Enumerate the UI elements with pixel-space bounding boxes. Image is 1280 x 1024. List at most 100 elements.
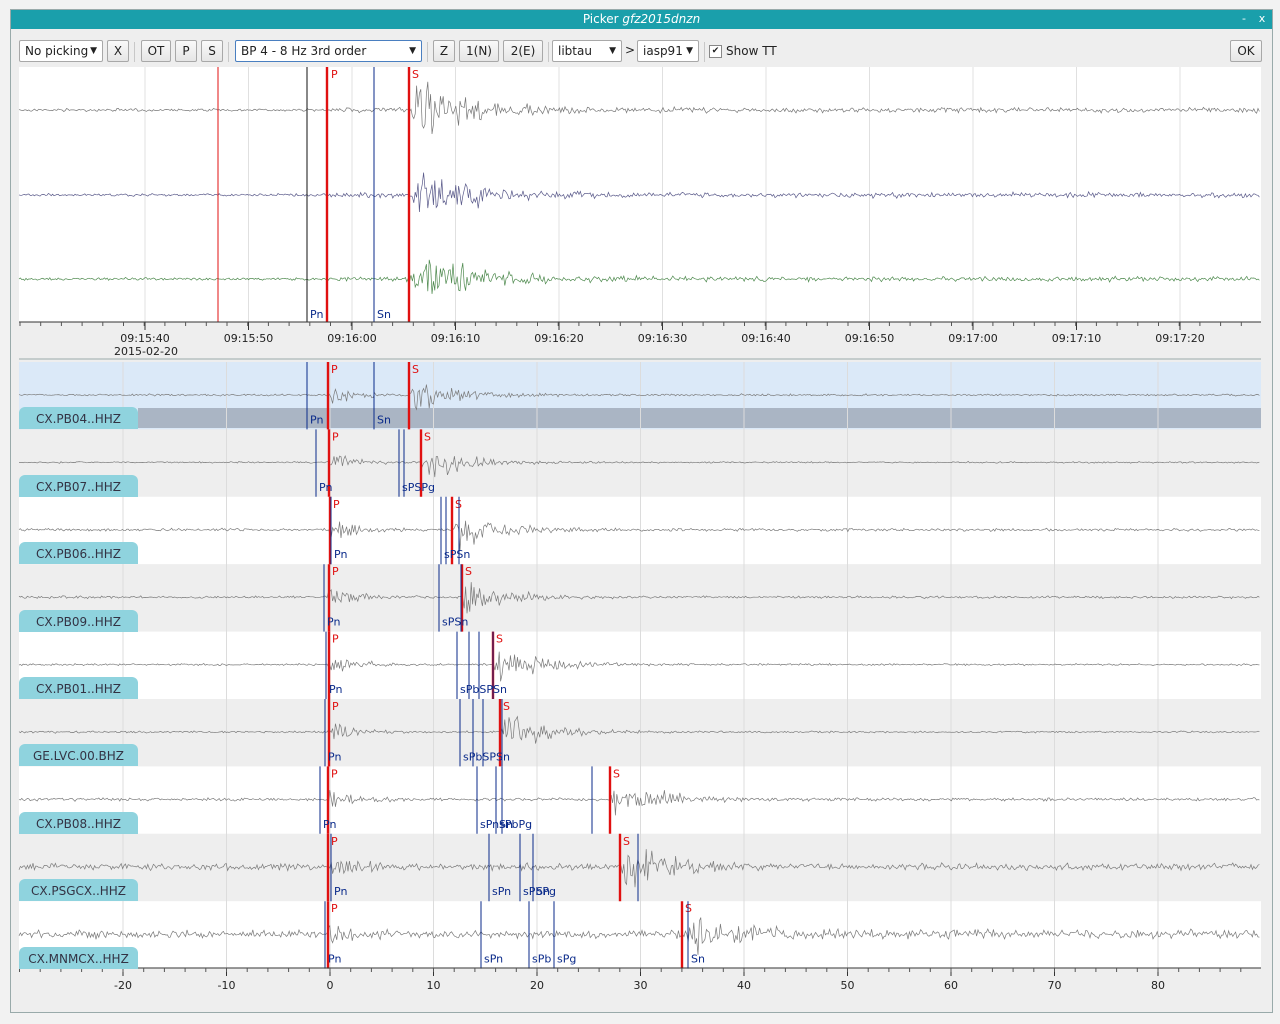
p-pick-label: P xyxy=(331,363,338,376)
station-label[interactable]: CX.PSGCX..HHZ xyxy=(19,879,138,902)
theory-label: Pn xyxy=(329,683,342,696)
theory-label: Pn xyxy=(328,953,341,966)
tt-model-select[interactable]: iasp91 ▼ xyxy=(637,40,699,62)
p-pick-label: P xyxy=(331,902,338,915)
tt-model-value: iasp91 xyxy=(643,44,683,58)
relative-time-label: -20 xyxy=(114,979,132,992)
separator xyxy=(704,42,705,62)
station-label[interactable]: GE.LVC.00.BHZ xyxy=(19,744,138,767)
minimize-button[interactable]: - xyxy=(1242,12,1246,25)
station-label[interactable]: CX.PB06..HHZ xyxy=(19,542,138,565)
separator xyxy=(427,42,428,62)
seismogram-trace xyxy=(18,520,1260,551)
separator-arrow: > xyxy=(625,43,636,57)
n-component-button[interactable]: 1(N) xyxy=(459,40,499,62)
station-label[interactable]: CX.PB08..HHZ xyxy=(19,811,138,834)
s-pick-label: S xyxy=(412,363,419,376)
p-pick-label: P xyxy=(332,633,339,646)
relative-time-label: 0 xyxy=(327,979,334,992)
theory-label: Pn xyxy=(334,885,347,898)
p-pick-label: P xyxy=(332,430,339,443)
s-pick-label: S xyxy=(424,430,431,443)
ot-button[interactable]: OT xyxy=(141,40,171,62)
picking-mode-select[interactable]: No picking ▼ xyxy=(19,40,103,62)
s-pick-label: S xyxy=(623,835,630,848)
time-tick-label: 09:16:10 xyxy=(431,332,480,345)
z-component-trace xyxy=(18,81,1260,135)
ok-button[interactable]: OK xyxy=(1230,40,1262,62)
zoom-trace-panel[interactable]: P SPn Sn 09:15:40 09:15:50 09:16:00 09:16:10 0… xyxy=(0,0,1280,360)
theory-label: sPbSPSn xyxy=(463,750,510,763)
relative-time-label: 50 xyxy=(841,979,855,992)
theory-label: sPn xyxy=(492,885,511,898)
theory-label: Pn xyxy=(319,481,332,494)
tt-model-type-select[interactable]: libtau ▼ xyxy=(552,40,622,62)
theory-label: sPSn xyxy=(444,548,470,561)
p-pick-label: P xyxy=(332,700,339,713)
dropdown-arrow-icon: ▼ xyxy=(686,46,693,56)
time-tick-label: 09:15:40 xyxy=(120,332,169,345)
separator xyxy=(228,42,229,62)
s-button[interactable]: S xyxy=(201,40,223,62)
seismogram-trace xyxy=(18,651,1260,682)
station-label[interactable]: CX.MNMCX..HHZ xyxy=(19,946,138,969)
time-tick-label: 09:16:50 xyxy=(845,332,894,345)
x-button[interactable]: X xyxy=(107,40,129,62)
theory-label: sPb xyxy=(532,953,551,966)
relative-time-label: 10 xyxy=(427,979,441,992)
pn-theory-label: Pn xyxy=(310,308,323,321)
relative-time-label: 40 xyxy=(737,979,751,992)
seismogram-trace xyxy=(18,849,1260,888)
show-tt-label: Show TT xyxy=(726,44,777,58)
station-label[interactable]: CX.PB01..HHZ xyxy=(19,677,138,699)
check-icon: ✔ xyxy=(711,46,720,56)
station-label[interactable]: CX.PB07..HHZ xyxy=(19,474,138,497)
theory-label: Sn xyxy=(499,818,513,831)
p-pick-label: P xyxy=(333,498,340,511)
p-pick-label: P xyxy=(331,68,338,81)
relative-time-label: 60 xyxy=(944,979,958,992)
theory-label: sPSPg xyxy=(402,481,435,494)
station-label[interactable]: CX.PB09..HHZ xyxy=(19,609,138,632)
time-tick-label: 09:16:20 xyxy=(534,332,583,345)
time-tick-label: 09:16:00 xyxy=(327,332,376,345)
close-button[interactable]: x xyxy=(1258,12,1266,25)
e-component-button[interactable]: 2(E) xyxy=(503,40,543,62)
time-tick-label: 09:16:40 xyxy=(741,332,790,345)
seismogram-trace xyxy=(18,582,1260,614)
theory-label: Sn xyxy=(536,885,550,898)
theory-label: Sn xyxy=(691,953,705,966)
theory-label: sPnsPbPg xyxy=(480,818,532,831)
relative-time-label: -10 xyxy=(218,979,236,992)
separator xyxy=(134,42,135,62)
relative-time-label: 20 xyxy=(530,979,544,992)
theory-label: Sn xyxy=(377,413,391,426)
z-component-button[interactable]: Z xyxy=(433,40,455,62)
separator xyxy=(548,42,549,62)
seismogram-trace xyxy=(18,790,1260,816)
p-button[interactable]: P xyxy=(175,40,197,62)
time-tick-label: 09:16:30 xyxy=(638,332,687,345)
n-component-trace xyxy=(18,172,1260,213)
relative-time-label: 80 xyxy=(1151,979,1165,992)
tt-model-type-value: libtau xyxy=(558,44,592,58)
time-tick-label: 09:17:20 xyxy=(1155,332,1204,345)
filter-select[interactable]: BP 4 - 8 Hz 3rd order ▼ xyxy=(235,40,422,62)
s-pick-label: S xyxy=(613,767,620,780)
theory-label: sPbSPSn xyxy=(460,683,507,696)
s-pick-label: S xyxy=(503,700,510,713)
show-tt-checkbox[interactable]: ✔ xyxy=(709,45,722,58)
title-bar: Picker gfz2015dnzn - x xyxy=(11,10,1272,29)
theory-label: Pn xyxy=(327,616,340,629)
time-tick-label: 09:17:10 xyxy=(1052,332,1101,345)
theory-label: sPSn xyxy=(442,616,468,629)
station-label[interactable]: CX.PB04..HHZ xyxy=(19,407,138,430)
window-title: Picker xyxy=(582,12,623,26)
p-pick-label: P xyxy=(331,767,338,780)
time-tick-label: 09:17:00 xyxy=(948,332,997,345)
theory-label: Pn xyxy=(328,750,341,763)
p-pick-label: P xyxy=(331,835,338,848)
event-id: gfz2015dnzn xyxy=(622,12,701,26)
dropdown-arrow-icon: ▼ xyxy=(90,46,97,56)
